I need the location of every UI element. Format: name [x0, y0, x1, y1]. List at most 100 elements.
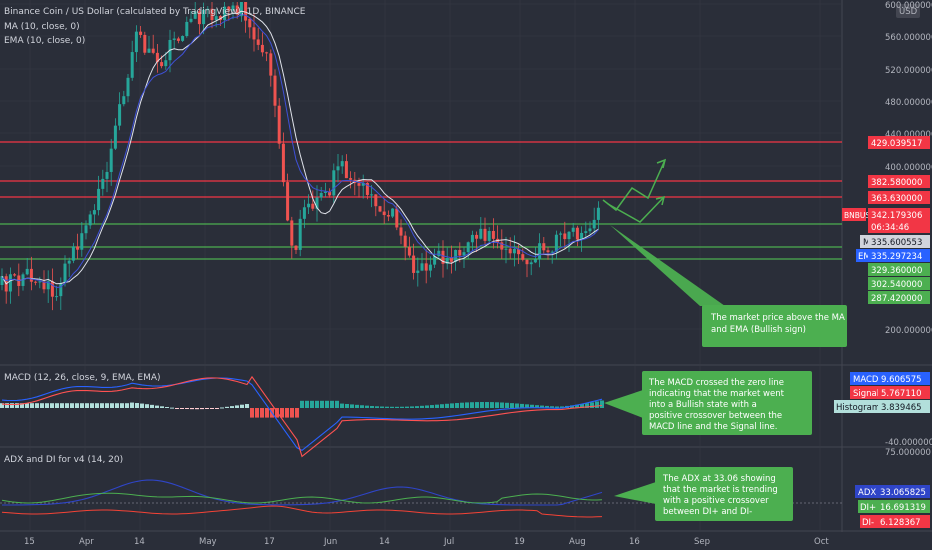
macd-hist-bar [135, 403, 139, 408]
adx-callout[interactable]: The ADX at 33.06 showing that the market … [614, 467, 793, 521]
macd-hist-bar [380, 406, 384, 408]
macd-hist-bar [370, 405, 374, 408]
macd-hist-bar [215, 408, 219, 409]
candle-body [265, 52, 269, 54]
candle-body [34, 281, 38, 283]
macd-hist-bar [285, 408, 289, 418]
adx-legend[interactable]: ADX and DI for v4 (14, 20) [4, 455, 123, 465]
candle-body [155, 52, 159, 63]
callout-box[interactable] [655, 467, 793, 521]
candle-body [294, 245, 298, 250]
candle-body [13, 274, 17, 276]
macd-hist-bar [335, 400, 339, 408]
ema-line[interactable] [1, 13, 599, 289]
candle-body [97, 188, 101, 211]
candle-body [554, 234, 558, 252]
support-value: 287.420000 [871, 294, 922, 304]
alt-path-arrow[interactable] [607, 196, 665, 223]
price-tick: 560.000000 [885, 33, 932, 43]
di-plus-line[interactable] [1, 492, 603, 504]
time-tick: 14 [379, 537, 390, 547]
callout-box[interactable] [642, 371, 812, 435]
macd-hist-bar [445, 403, 449, 408]
macd-hist-bar [95, 403, 99, 408]
candle-body [340, 161, 344, 167]
candle-body [336, 166, 340, 171]
candle-body [378, 206, 382, 212]
currency-badge[interactable] [896, 4, 920, 18]
candle-body [71, 246, 75, 261]
di-minus-line[interactable] [1, 505, 603, 518]
macd-hist-bar [350, 404, 354, 408]
macd-hist-bar [425, 405, 429, 408]
macd-hist-bar [325, 400, 329, 408]
macd-hist-bar [305, 400, 309, 408]
macd-hist-bar [495, 402, 499, 408]
candle-body [382, 211, 386, 216]
candle-body [290, 220, 294, 246]
last-price-tag [868, 208, 930, 233]
macd-hist-bar [20, 403, 24, 408]
macd-value-tag [878, 372, 930, 385]
macd-hist-bar [575, 404, 579, 408]
candle-body [193, 11, 197, 19]
macd-hist-bar [480, 402, 484, 408]
candle-body [227, 6, 231, 11]
candle-body [59, 283, 63, 297]
macd-hist-bar [155, 405, 159, 408]
candle-body [277, 105, 281, 144]
candle-body [105, 171, 109, 179]
macd-hist-bar [160, 406, 164, 408]
ma-line[interactable] [1, 10, 599, 285]
candle-body [521, 254, 525, 260]
price-callout[interactable]: The market price above the MA and EMA (Bu… [610, 225, 847, 347]
candle-body [437, 250, 441, 257]
macd-hist-bar [345, 403, 349, 408]
candle-body [365, 182, 369, 195]
arrow-head [655, 195, 666, 206]
candle-body [533, 259, 537, 263]
time-axis[interactable]: 15 Apr 14 May 17 Jun 14 Jul 19 Aug 16 Sep Oct [24, 537, 829, 547]
candle-body [172, 38, 176, 40]
macd-callout[interactable]: The MACD crossed the zero line indicating… [604, 371, 812, 435]
candle-body [575, 227, 579, 240]
hist-name-tag [834, 400, 878, 413]
candle-body [538, 243, 542, 260]
macd-hist-bar [570, 405, 574, 408]
adx-name-tag [855, 485, 877, 498]
projection-arrows[interactable] [602, 158, 667, 223]
candle-body [491, 230, 495, 239]
macd-hist-bar [470, 402, 474, 408]
macd-hist-bar [85, 403, 89, 408]
callout-box[interactable] [702, 305, 847, 347]
macd-legend[interactable]: MACD (12, 26, close, 9, EMA, EMA) [4, 373, 161, 383]
macd-line[interactable] [1, 377, 603, 452]
macd-hist-bar [280, 408, 284, 418]
macd-hist-bar [175, 408, 179, 409]
candle-body [529, 262, 533, 265]
resistance-tag [868, 191, 930, 204]
candle-body [256, 39, 260, 45]
dim-value-tag [877, 515, 930, 528]
candle-body [374, 194, 378, 207]
price-axis[interactable]: USD 600.000000 560.000000 520.000000 480… [834, 1, 932, 528]
macd-hist-bar [265, 408, 269, 418]
ema-legend[interactable]: EMA (10, close, 0) [4, 36, 85, 46]
macd-hist-bar [240, 404, 244, 408]
price-tick: 600.000000 [885, 1, 932, 11]
candle-body [500, 242, 504, 250]
macd-hist-bar [550, 406, 554, 408]
macd-hist-bar [35, 403, 39, 408]
support-tag [868, 291, 930, 304]
signal-line[interactable] [1, 375, 603, 458]
ma-legend[interactable]: MA (10, close, 0) [4, 22, 80, 32]
candle-body [475, 234, 479, 239]
dip-name: DI+ [860, 503, 876, 513]
ma-value: 335.600553 [871, 238, 922, 248]
macd-hist-bar [90, 403, 94, 408]
macd-hist-bar [525, 404, 529, 408]
dip-value: 16.691319 [880, 503, 926, 513]
candle-body [25, 268, 29, 275]
candle-body [181, 36, 185, 41]
